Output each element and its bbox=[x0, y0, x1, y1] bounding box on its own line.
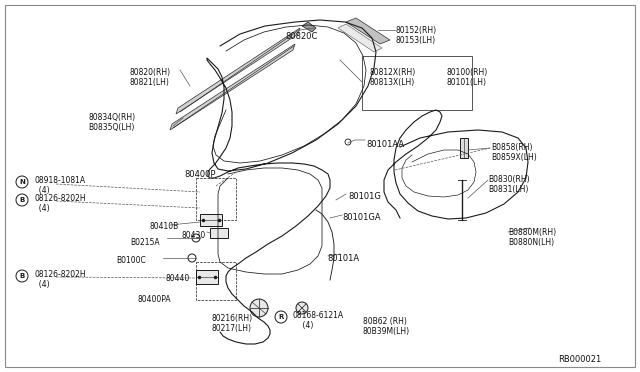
Text: B0880M(RH)
B0880N(LH): B0880M(RH) B0880N(LH) bbox=[508, 228, 556, 247]
Polygon shape bbox=[302, 22, 316, 32]
Bar bbox=[200, 214, 222, 226]
Text: 80101A: 80101A bbox=[327, 254, 359, 263]
Text: 08126-8202H
  (4): 08126-8202H (4) bbox=[34, 194, 86, 214]
Polygon shape bbox=[176, 28, 300, 114]
Text: B: B bbox=[19, 197, 24, 203]
Bar bbox=[196, 270, 218, 284]
Polygon shape bbox=[170, 44, 295, 130]
Bar bbox=[210, 228, 228, 238]
Circle shape bbox=[192, 234, 200, 242]
Text: 80400P: 80400P bbox=[184, 170, 216, 179]
Text: 80152(RH)
80153(LH): 80152(RH) 80153(LH) bbox=[396, 26, 437, 45]
Text: R: R bbox=[278, 314, 284, 320]
Circle shape bbox=[296, 302, 308, 314]
Bar bbox=[196, 178, 236, 220]
Text: 80410B: 80410B bbox=[149, 222, 179, 231]
Text: 08126-8202H
  (4): 08126-8202H (4) bbox=[34, 270, 86, 289]
Text: 80440: 80440 bbox=[165, 274, 189, 283]
Circle shape bbox=[188, 254, 196, 262]
Text: 08168-6121A
    (4): 08168-6121A (4) bbox=[293, 311, 344, 330]
Text: 80101GA: 80101GA bbox=[342, 213, 381, 222]
Text: B: B bbox=[19, 273, 24, 279]
Text: 80820C: 80820C bbox=[285, 32, 317, 41]
Text: 80400PA: 80400PA bbox=[138, 295, 172, 304]
Bar bbox=[196, 262, 236, 300]
Text: 80430: 80430 bbox=[181, 231, 205, 240]
Bar bbox=[460, 138, 468, 158]
Polygon shape bbox=[338, 24, 382, 52]
Circle shape bbox=[16, 176, 28, 188]
Text: RB000021: RB000021 bbox=[558, 355, 601, 364]
Text: 80834Q(RH)
B0835Q(LH): 80834Q(RH) B0835Q(LH) bbox=[88, 113, 135, 132]
Circle shape bbox=[275, 311, 287, 323]
Text: 80101AA: 80101AA bbox=[366, 140, 404, 149]
Text: B0830(RH)
B0831(LH): B0830(RH) B0831(LH) bbox=[488, 175, 530, 195]
Text: 80101G: 80101G bbox=[348, 192, 381, 201]
Circle shape bbox=[16, 270, 28, 282]
Text: N: N bbox=[19, 179, 25, 185]
Polygon shape bbox=[346, 18, 390, 44]
Circle shape bbox=[345, 139, 351, 145]
Circle shape bbox=[250, 299, 268, 317]
Text: 80216(RH)
80217(LH): 80216(RH) 80217(LH) bbox=[211, 314, 252, 333]
Text: 08918-1081A
  (4): 08918-1081A (4) bbox=[34, 176, 85, 195]
Circle shape bbox=[16, 194, 28, 206]
Text: 80B62 (RH)
80B39M(LH): 80B62 (RH) 80B39M(LH) bbox=[363, 317, 410, 336]
Bar bbox=[362, 56, 472, 110]
Text: B0100C: B0100C bbox=[116, 256, 146, 265]
Text: 80820(RH)
80821(LH): 80820(RH) 80821(LH) bbox=[130, 68, 171, 87]
Text: 80100(RH)
80101(LH): 80100(RH) 80101(LH) bbox=[447, 68, 488, 87]
Text: 80812X(RH)
80813X(LH): 80812X(RH) 80813X(LH) bbox=[370, 68, 416, 87]
Text: B0215A: B0215A bbox=[130, 238, 159, 247]
Text: B0858(RH)
B0859X(LH): B0858(RH) B0859X(LH) bbox=[491, 143, 537, 163]
